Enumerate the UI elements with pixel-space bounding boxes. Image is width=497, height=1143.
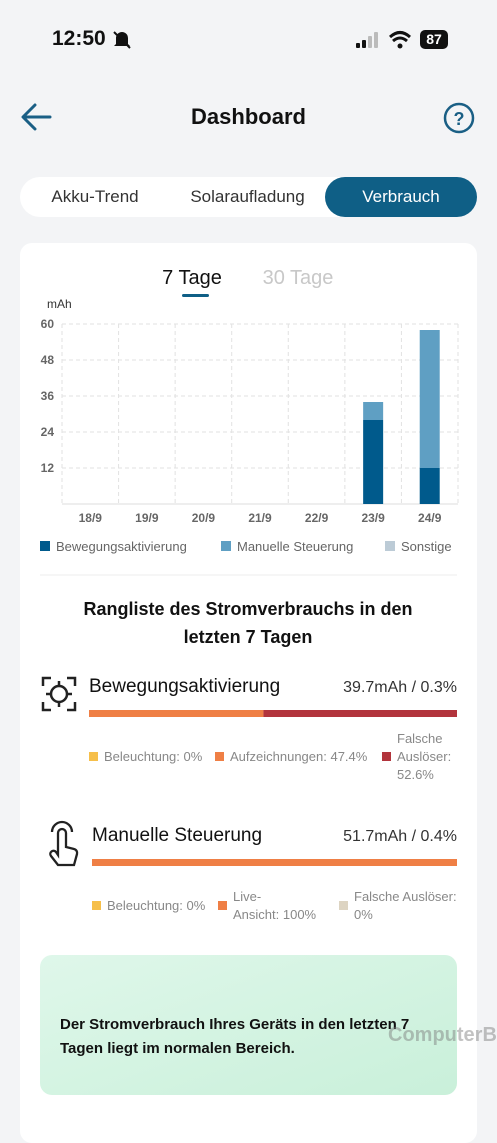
tab[interactable]: Solaraufladung (190, 187, 305, 206)
y-tick-label: 36 (41, 389, 55, 403)
item-name: Manuelle Steuerung (92, 825, 262, 846)
banner (40, 955, 457, 1095)
y-axis-label: mAh (47, 297, 72, 311)
bar-segment (419, 330, 440, 468)
item-value: 39.7mAh / 0.3% (343, 679, 457, 696)
screen: 12:50 87 ? Dashboard Akku-Trend Solarauf… (20, 27, 497, 1143)
bar-segment (363, 402, 384, 420)
legend-label: Sonstige (401, 539, 452, 554)
motion-icon (41, 676, 77, 712)
y-tick-label: 48 (41, 353, 55, 367)
x-tick-label: 18/9 (79, 511, 103, 525)
x-tick-label: 23/9 (361, 511, 385, 525)
share-swatch (92, 901, 101, 910)
share-swatch (382, 752, 391, 761)
ranking-title: Rangliste des Stromverbrauchs in den letz… (83, 599, 412, 647)
legend-swatch (221, 541, 231, 551)
header-title: Dashboard (191, 104, 306, 129)
icon-part (46, 681, 72, 707)
y-tick-label: 60 (41, 317, 55, 331)
tab-active[interactable]: Verbrauch (325, 177, 477, 217)
back-icon[interactable] (21, 103, 52, 131)
share-label: Beleuchtung: 0% (107, 898, 206, 913)
icon-part (41, 676, 77, 712)
period-tab-active[interactable]: 7 Tage (162, 267, 222, 289)
share-label: Aufzeichnungen: 47.4% (230, 749, 368, 764)
bar-segment (419, 468, 440, 504)
legend-swatch (40, 541, 50, 551)
x-tick-label: 24/9 (418, 511, 442, 525)
icon-part (49, 684, 69, 704)
share-label: Beleuchtung: 0% (104, 749, 203, 764)
share-swatch (218, 901, 227, 910)
bar-segment (363, 420, 384, 504)
share-label: Falsche Auslöser: 52.6% (397, 731, 451, 782)
x-tick-label: 21/9 (248, 511, 272, 525)
x-tick-label: 19/9 (135, 511, 159, 525)
status-time: 12:50 (52, 27, 106, 50)
banner-text: Der Stromverbrauch Ihres Geräts in den l… (60, 1016, 410, 1057)
y-tick-label: 12 (41, 461, 55, 475)
share-swatch (339, 901, 348, 910)
x-tick-label: 22/9 (305, 511, 329, 525)
hand-icon (49, 820, 79, 867)
period-underline (182, 294, 209, 297)
share-label: Live-Ansicht: 100% (233, 889, 317, 922)
share-label: Falsche Auslöser: 0% (354, 889, 457, 922)
share-swatch (89, 752, 98, 761)
legend-label: Bewegungsaktivierung (56, 539, 187, 554)
content: 7 Tage 30 Tage mAh 12 24 36 48 60 18/9 19/9 20/9 21… (40, 267, 459, 922)
help-icon[interactable]: ? (443, 102, 475, 134)
share-segment (92, 859, 457, 866)
period-tab[interactable]: 30 Tage (263, 267, 334, 289)
legend-label: Manuelle Steuerung (237, 539, 353, 554)
svg-text:?: ? (454, 109, 465, 129)
tab-bar: Akku-Trend Solaraufladung Verbrauch (20, 177, 477, 217)
share-segment (263, 710, 457, 717)
battery: 87 (420, 30, 448, 49)
legend-swatch (385, 541, 395, 551)
watermark: ComputerBase (388, 1024, 497, 1046)
share-segment (89, 710, 264, 717)
x-tick-label: 20/9 (192, 511, 216, 525)
y-tick-label: 24 (41, 425, 55, 439)
icons: ? (21, 31, 475, 134)
share-swatch (215, 752, 224, 761)
item-value: 51.7mAh / 0.4% (343, 828, 457, 845)
item-name: Bewegungsaktivierung (89, 676, 280, 697)
tab[interactable]: Akku-Trend (51, 187, 139, 206)
